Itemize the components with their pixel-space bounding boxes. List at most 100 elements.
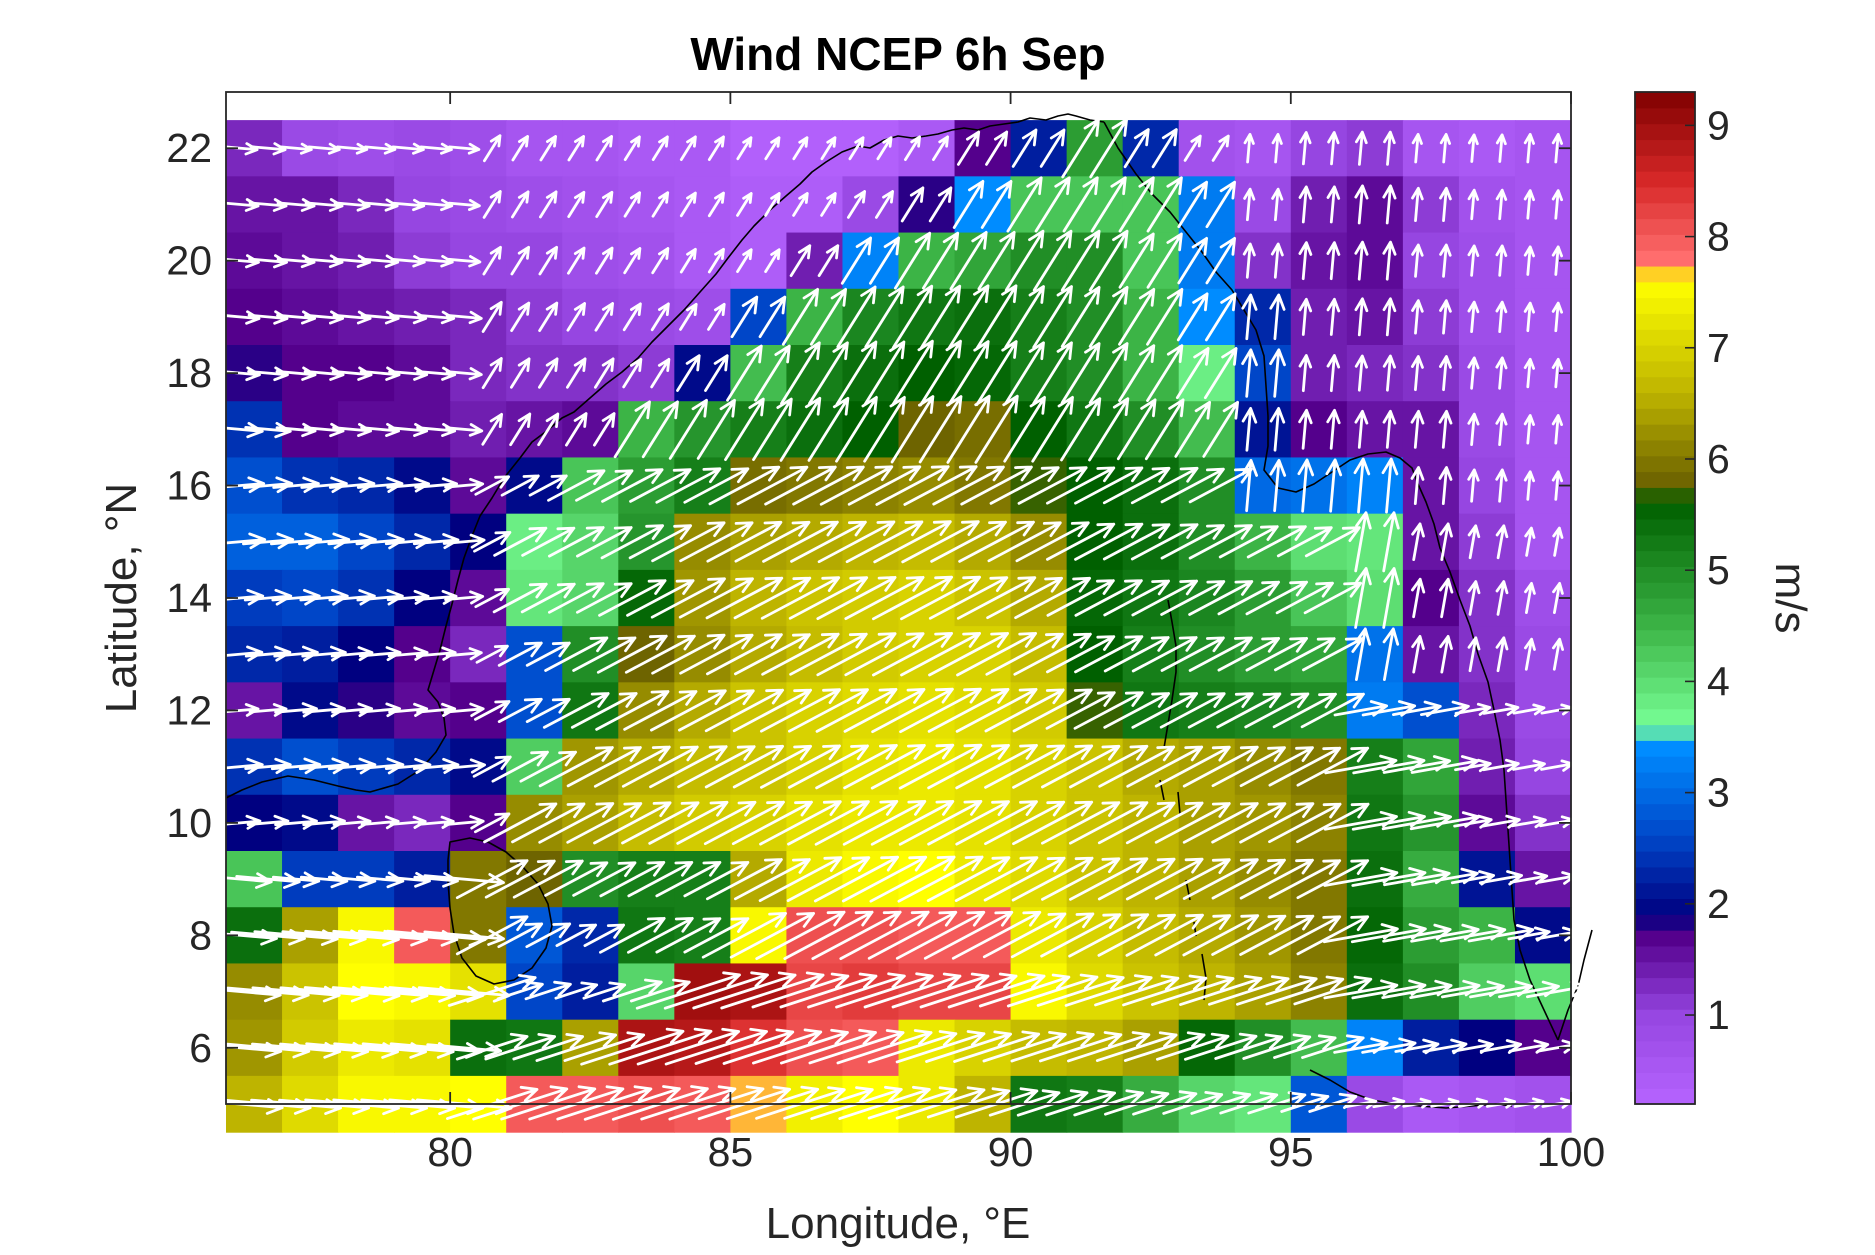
colorbar-segment bbox=[1635, 202, 1695, 220]
wind-arrow bbox=[870, 800, 955, 846]
wind-arrow bbox=[650, 577, 726, 619]
wind-arrow bbox=[1061, 118, 1100, 179]
wind-arrow bbox=[1242, 1033, 1312, 1060]
wind-arrow bbox=[650, 689, 727, 732]
y-tick-label: 20 bbox=[166, 238, 212, 284]
wind-arrow bbox=[207, 872, 273, 889]
wind-arrow bbox=[447, 254, 482, 268]
wind-arrow bbox=[444, 477, 485, 492]
wind-arrow bbox=[752, 1028, 849, 1065]
wind-arrow bbox=[780, 1028, 877, 1065]
colorbar-segment bbox=[1635, 566, 1695, 583]
wind-arrow bbox=[843, 744, 926, 790]
wind-arrow bbox=[1182, 858, 1259, 900]
heatmap-cell bbox=[954, 120, 1012, 177]
wind-arrow bbox=[535, 1031, 617, 1062]
wind-arrow bbox=[1003, 396, 1046, 463]
wind-arrow bbox=[1382, 567, 1400, 629]
wind-arrow bbox=[567, 246, 586, 275]
colorbar-segment bbox=[1635, 629, 1695, 647]
wind-arrow bbox=[1046, 466, 1116, 505]
wind-arrow bbox=[474, 700, 511, 721]
x-axis-ticks: 80 85 90 95 100 bbox=[427, 92, 1605, 1175]
wind-arrow bbox=[932, 135, 949, 161]
heatmap-cell bbox=[1234, 513, 1292, 571]
colorbar-segment bbox=[1635, 250, 1695, 267]
coastline-india-east bbox=[225, 113, 1105, 799]
wind-arrow bbox=[419, 142, 453, 155]
wind-arrow bbox=[1011, 128, 1038, 168]
wind-arrow bbox=[1040, 913, 1122, 958]
coastline-sri-lanka bbox=[447, 837, 553, 985]
wind-arrow bbox=[1160, 580, 1226, 616]
wind-arrow bbox=[755, 910, 846, 960]
wind-arrow bbox=[444, 590, 485, 605]
wind-arrow bbox=[692, 971, 797, 1010]
wind-arrow bbox=[525, 641, 571, 667]
wind-arrow bbox=[985, 632, 1064, 676]
wind-arrow bbox=[947, 340, 990, 406]
wind-arrow bbox=[677, 745, 756, 789]
wind-arrow bbox=[1154, 802, 1231, 844]
wind-arrow bbox=[1060, 397, 1102, 462]
wind-arrow bbox=[570, 692, 638, 729]
wind-arrow bbox=[1301, 1034, 1365, 1059]
wind-arrow bbox=[390, 254, 426, 268]
wind-arrow bbox=[1276, 526, 1333, 558]
wind-arrow bbox=[863, 972, 962, 1009]
colorbar-segment bbox=[1635, 123, 1695, 141]
wind-arrow bbox=[626, 579, 695, 617]
colorbar-segment bbox=[1635, 408, 1695, 425]
colorbar-segment bbox=[1635, 392, 1695, 409]
wind-arrow bbox=[1523, 470, 1535, 501]
wind-arrow bbox=[1275, 581, 1334, 615]
heatmap-cell bbox=[618, 120, 675, 177]
heatmap-cell bbox=[1178, 120, 1236, 177]
heatmap-cell bbox=[506, 288, 563, 346]
wind-arrow bbox=[679, 521, 754, 563]
wind-arrow bbox=[844, 576, 925, 620]
heatmap-cell bbox=[618, 851, 675, 908]
wind-arrow bbox=[1242, 242, 1256, 279]
wind-arrow bbox=[707, 191, 725, 218]
wind-arrow bbox=[903, 465, 978, 506]
wind-arrow bbox=[244, 421, 292, 439]
wind-arrow bbox=[242, 476, 294, 494]
heatmap-cell bbox=[674, 176, 731, 234]
heatmap-cell bbox=[1458, 569, 1516, 627]
heatmap-cell bbox=[1122, 457, 1180, 515]
wind-arrow bbox=[1552, 637, 1564, 671]
wind-arrow bbox=[651, 247, 670, 275]
x-tick-label: 95 bbox=[1268, 1129, 1314, 1175]
wind-arrow bbox=[1118, 288, 1156, 346]
wind-arrow bbox=[213, 532, 267, 550]
wind-arrow bbox=[1439, 299, 1452, 335]
colorbar-segment bbox=[1635, 977, 1695, 994]
wind-arrow bbox=[1439, 522, 1453, 561]
heatmap-cell bbox=[898, 120, 956, 177]
wind-arrow bbox=[1467, 468, 1480, 503]
wind-arrow bbox=[863, 340, 906, 406]
wind-arrow bbox=[443, 815, 485, 830]
wind-arrow bbox=[596, 634, 668, 674]
wind-arrow bbox=[1524, 526, 1536, 557]
wind-arrow bbox=[1296, 802, 1370, 844]
wind-arrow bbox=[1013, 632, 1092, 676]
heatmap-cell bbox=[1402, 288, 1460, 346]
wind-arrow bbox=[243, 588, 293, 606]
wind-arrow bbox=[599, 861, 666, 898]
wind-arrow bbox=[361, 198, 399, 212]
wind-arrow bbox=[275, 366, 317, 381]
heatmap-cell bbox=[1234, 626, 1292, 683]
coastline-malay-peninsula bbox=[1557, 929, 1593, 1041]
heatmap-cell bbox=[1234, 457, 1292, 515]
wind-arrow bbox=[871, 687, 954, 734]
wind-arrow bbox=[947, 972, 1046, 1009]
wind-arrow bbox=[1354, 511, 1372, 573]
wind-arrow bbox=[651, 521, 726, 563]
heatmap-cell bbox=[1402, 457, 1460, 515]
wind-arrow bbox=[1439, 186, 1452, 222]
colorbar-segment bbox=[1635, 613, 1695, 631]
colorbar-segment bbox=[1635, 771, 1695, 789]
wind-arrow bbox=[1011, 856, 1094, 902]
